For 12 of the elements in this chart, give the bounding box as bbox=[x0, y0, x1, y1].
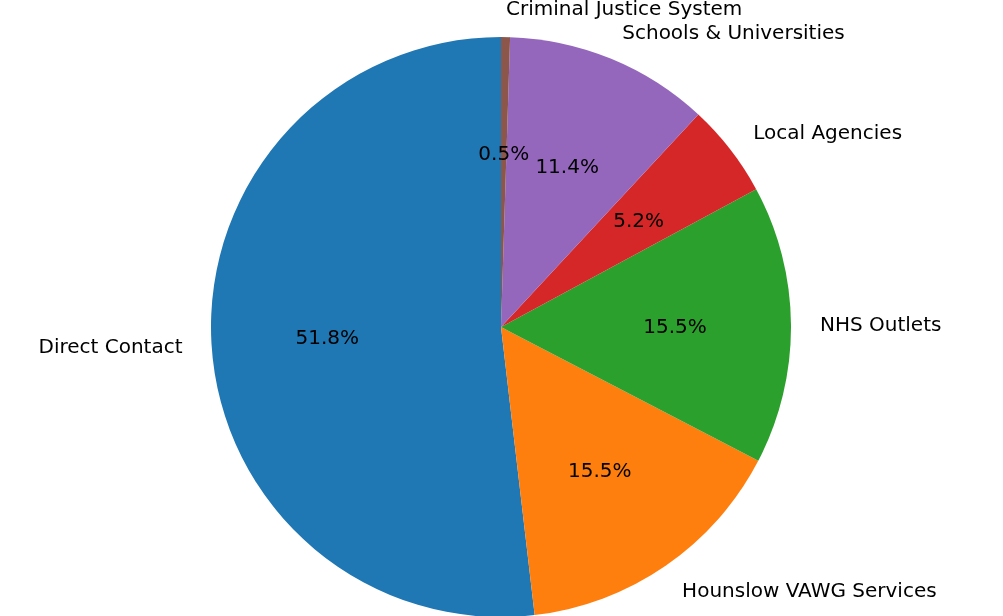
slice-label: NHS Outlets bbox=[819, 312, 942, 337]
data-label: 0.5% bbox=[478, 141, 530, 166]
data-label: 5.2% bbox=[613, 208, 664, 233]
data-label: 11.4% bbox=[535, 154, 599, 179]
slice-label: Schools & Universities bbox=[622, 19, 845, 44]
data-label: 15.5% bbox=[568, 458, 632, 483]
slice-label: Local Agencies bbox=[753, 119, 903, 144]
slice-label: Direct Contact bbox=[38, 333, 183, 358]
slice-label: Criminal Justice System bbox=[506, 0, 743, 21]
data-label: 15.5% bbox=[643, 313, 707, 338]
data-label: 51.8% bbox=[295, 325, 360, 350]
slice-label: Hounslow VAWG Services bbox=[682, 577, 937, 602]
